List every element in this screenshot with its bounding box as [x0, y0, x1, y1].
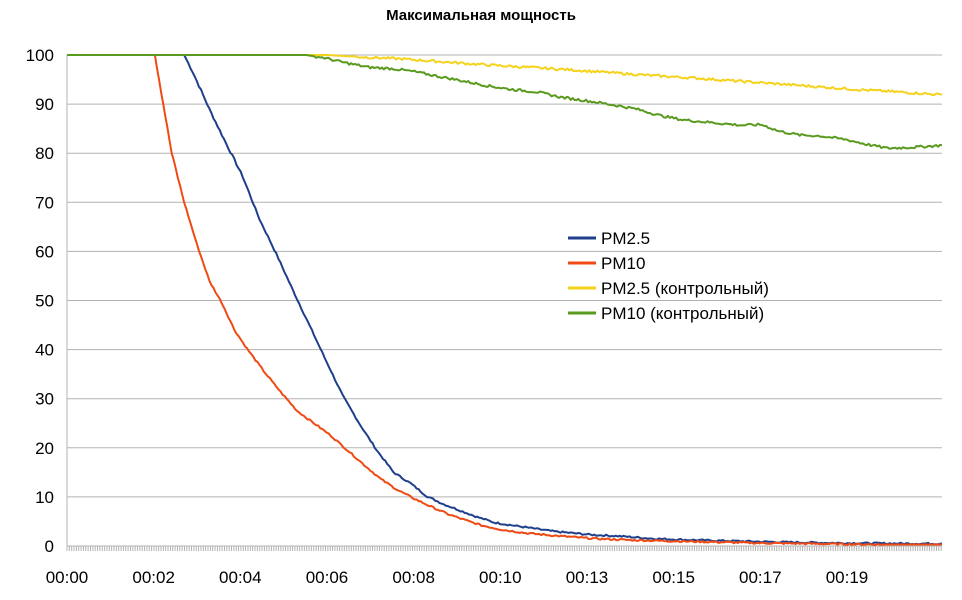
series-line-pm10 — [67, 54, 942, 547]
y-tick-label: 80 — [35, 144, 54, 163]
y-tick-label: 70 — [35, 193, 54, 212]
chart-title: Максимальная мощность — [386, 7, 576, 24]
y-tick-label: 60 — [35, 242, 54, 261]
gridlines — [67, 54, 942, 498]
legend: PM2.5 PM10 PM2.5 (контрольный) PM10 (контро… — [568, 229, 769, 323]
series-line-pm10-control — [67, 54, 943, 150]
y-tick-label: 10 — [35, 488, 54, 507]
y-tick-label: 50 — [35, 292, 54, 311]
y-tick-label: 0 — [45, 537, 54, 556]
x-tick-label: 00:04 — [219, 568, 262, 587]
x-minor-ticks — [66, 546, 942, 551]
series-lines — [67, 54, 943, 547]
x-tick-label: 00:00 — [46, 568, 89, 587]
x-tick-label: 00:19 — [826, 568, 869, 587]
x-tick-label: 00:08 — [392, 568, 435, 587]
series-line-pm2-5 — [67, 54, 943, 546]
x-tick-label: 00:13 — [566, 568, 609, 587]
x-tick-label: 00:10 — [479, 568, 522, 587]
legend-label-pm2-5-control: PM2.5 (контрольный) — [601, 279, 769, 298]
y-tick-label: 90 — [35, 95, 54, 114]
x-tick-label: 00:17 — [739, 568, 782, 587]
axes: 0 10 20 30 40 50 60 70 80 90 100 00:00 00:02 00:04 00:… — [26, 46, 942, 587]
y-tick-label: 20 — [35, 439, 54, 458]
y-tick-label: 100 — [26, 46, 54, 65]
legend-label-pm10: PM10 — [601, 254, 645, 273]
y-tick-label: 30 — [35, 390, 54, 409]
x-tick-label: 00:15 — [652, 568, 695, 587]
legend-label-pm2-5: PM2.5 — [601, 229, 650, 248]
x-tick-label: 00:06 — [306, 568, 349, 587]
x-tick-label: 00:02 — [132, 568, 175, 587]
legend-label-pm10-control: PM10 (контрольный) — [601, 304, 764, 323]
y-tick-label: 40 — [35, 341, 54, 360]
